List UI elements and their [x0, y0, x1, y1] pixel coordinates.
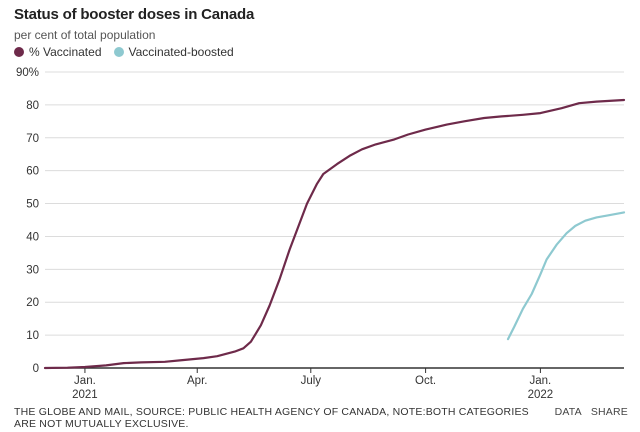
share-link[interactable]: SHARE: [590, 406, 628, 418]
y-tick-label-0: 0: [33, 363, 39, 375]
x-tick-sublabel-4: 2022: [528, 389, 554, 401]
line-chart: 0 10 20 30 40 50 60 70 80 90% Jan. 2021 Apr. July Oct.…: [16, 67, 626, 401]
x-tick-sublabel-0: 2021: [72, 389, 98, 401]
y-tick-label-40: 40: [26, 231, 39, 243]
y-tick-label-80: 80: [26, 100, 39, 112]
y-tick-label-10: 10: [26, 330, 39, 342]
legend-item-boosted: Vaccinated-boosted: [113, 45, 234, 59]
y-tick-label-30: 30: [26, 264, 39, 276]
legend-swatch-vaccinated: [14, 47, 24, 57]
legend-label-vaccinated: % Vaccinated: [29, 45, 102, 59]
legend-item-vaccinated: % Vaccinated: [14, 45, 102, 59]
y-tick-label-50: 50: [26, 199, 39, 211]
x-tick-label-2: July: [301, 375, 322, 387]
y-tick-label-unit: 90%: [16, 67, 39, 79]
x-tick-label-0: Jan.: [74, 375, 96, 387]
footer-source: THE GLOBE AND MAIL, SOURCE: PUBLIC HEALT…: [14, 406, 529, 430]
x-tick-label-3: Oct.: [415, 375, 436, 387]
x-tick-label-1: Apr.: [187, 375, 207, 387]
y-tick-label-60: 60: [26, 166, 39, 178]
series-line-0: [43, 98, 626, 370]
legend: % Vaccinated Vaccinated-boosted: [14, 45, 246, 59]
series-line-1: [506, 211, 626, 341]
footer-links: DATA SHARE: [546, 406, 628, 418]
legend-label-boosted: Vaccinated-boosted: [128, 45, 234, 59]
legend-swatch-boosted: [113, 47, 124, 57]
x-tick-label-4: Jan.: [530, 375, 552, 387]
chart-subtitle: per cent of total population: [14, 28, 156, 42]
chart-title: Status of booster doses in Canada: [14, 6, 255, 23]
y-tick-label-70: 70: [26, 133, 39, 145]
y-tick-label-20: 20: [26, 297, 39, 309]
data-link[interactable]: DATA: [554, 406, 582, 418]
